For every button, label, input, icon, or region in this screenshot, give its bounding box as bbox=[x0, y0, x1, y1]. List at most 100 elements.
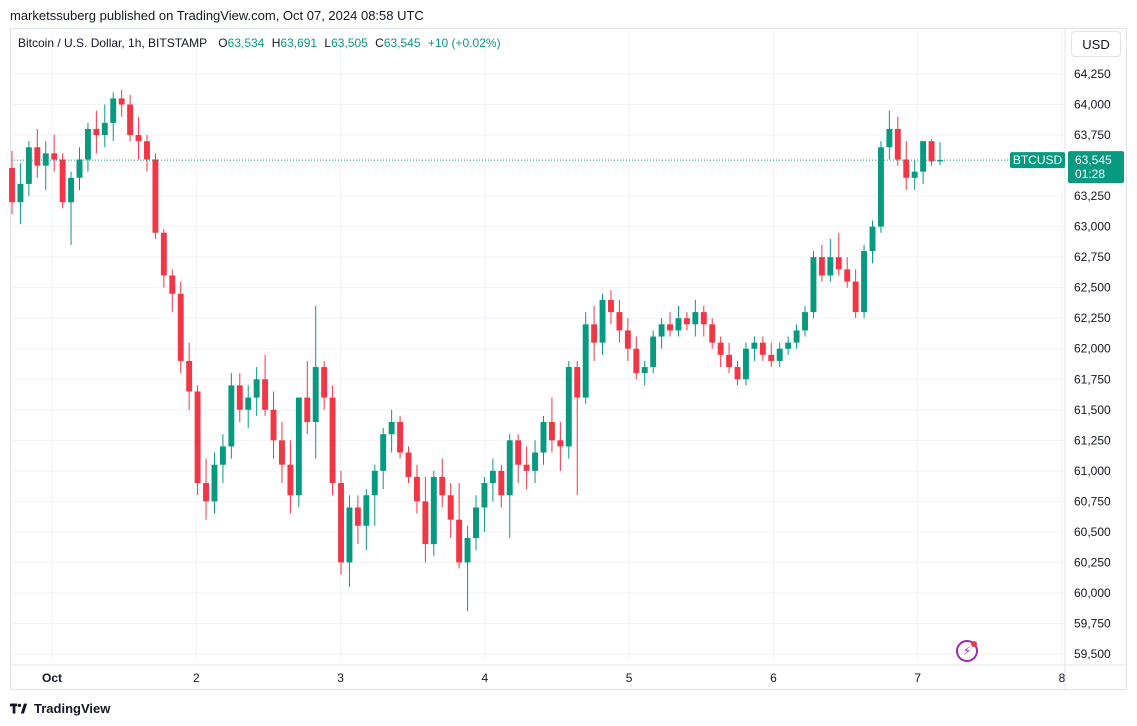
candle-body[interactable] bbox=[363, 495, 370, 526]
candle-body[interactable] bbox=[515, 440, 522, 465]
candle-body[interactable] bbox=[894, 128, 901, 160]
candle-body[interactable] bbox=[692, 312, 699, 325]
candle-body[interactable] bbox=[211, 464, 218, 502]
candle-body[interactable] bbox=[658, 324, 665, 337]
candle-body[interactable] bbox=[844, 269, 851, 282]
candle-body[interactable] bbox=[9, 168, 15, 203]
candle-body[interactable] bbox=[93, 128, 100, 136]
candle-body[interactable] bbox=[498, 470, 505, 496]
candle-body[interactable] bbox=[354, 507, 361, 526]
candle-body[interactable] bbox=[650, 336, 657, 368]
candle-body[interactable] bbox=[506, 440, 513, 496]
candle-body[interactable] bbox=[869, 226, 876, 252]
candle-body[interactable] bbox=[785, 342, 792, 349]
candle-body[interactable] bbox=[877, 147, 884, 227]
candle-body[interactable] bbox=[608, 299, 614, 313]
candle-body[interactable] bbox=[194, 391, 201, 484]
candle-body[interactable] bbox=[219, 446, 226, 465]
candle-body[interactable] bbox=[591, 324, 598, 343]
lightning-alert-icon[interactable]: ⚡ bbox=[956, 640, 978, 662]
candle-body[interactable] bbox=[68, 177, 75, 203]
candle-body[interactable] bbox=[937, 160, 943, 162]
candle-body[interactable] bbox=[599, 299, 606, 343]
candle-body[interactable] bbox=[548, 422, 555, 441]
candle-body[interactable] bbox=[793, 330, 800, 343]
candle-body[interactable] bbox=[203, 483, 209, 502]
candle-body[interactable] bbox=[144, 141, 150, 160]
candle-body[interactable] bbox=[886, 128, 893, 148]
candle-body[interactable] bbox=[734, 367, 741, 380]
candle-body[interactable] bbox=[473, 507, 479, 538]
candle-body[interactable] bbox=[76, 159, 83, 178]
candle-body[interactable] bbox=[270, 409, 277, 441]
candle-body[interactable] bbox=[616, 312, 623, 331]
candle-body[interactable] bbox=[186, 360, 193, 392]
candle-body[interactable] bbox=[110, 98, 117, 123]
candle-body[interactable] bbox=[346, 507, 353, 563]
candle-body[interactable] bbox=[388, 422, 395, 435]
candle-body[interactable] bbox=[25, 147, 32, 184]
candle-body[interactable] bbox=[641, 367, 648, 374]
candle-body[interactable] bbox=[338, 483, 344, 563]
candle-body[interactable] bbox=[557, 440, 564, 447]
candle-body[interactable] bbox=[329, 397, 336, 484]
candle-body[interactable] bbox=[439, 476, 446, 496]
candle-body[interactable] bbox=[422, 501, 429, 545]
candle-body[interactable] bbox=[295, 397, 302, 496]
candle-body[interactable] bbox=[135, 135, 142, 142]
candle-body[interactable] bbox=[312, 367, 319, 422]
candle-body[interactable] bbox=[624, 330, 631, 349]
candle-body[interactable] bbox=[903, 159, 910, 178]
candle-body[interactable] bbox=[371, 470, 378, 496]
candle-body[interactable] bbox=[127, 104, 134, 136]
candle-body[interactable] bbox=[397, 422, 404, 453]
candle-body[interactable] bbox=[700, 312, 707, 325]
candle-body[interactable] bbox=[59, 159, 66, 203]
candle-body[interactable] bbox=[84, 128, 91, 160]
candle-body[interactable] bbox=[810, 257, 817, 313]
candle-body[interactable] bbox=[101, 122, 108, 136]
candle-body[interactable] bbox=[262, 379, 269, 410]
candle-body[interactable] bbox=[667, 324, 673, 331]
candle-body[interactable] bbox=[304, 397, 311, 422]
candle-body[interactable] bbox=[751, 342, 758, 349]
candle-body[interactable] bbox=[236, 385, 243, 410]
candle-body[interactable] bbox=[818, 257, 825, 276]
candle-body[interactable] bbox=[911, 171, 918, 178]
candle-body[interactable] bbox=[776, 348, 783, 361]
candle-body[interactable] bbox=[717, 342, 724, 355]
candle-body[interactable] bbox=[683, 318, 690, 325]
tradingview-brand[interactable]: TradingView bbox=[10, 701, 110, 716]
candle-body[interactable] bbox=[675, 318, 682, 331]
candle-body[interactable] bbox=[34, 147, 41, 166]
currency-button[interactable]: USD bbox=[1071, 31, 1121, 57]
candle-body[interactable] bbox=[540, 422, 547, 453]
candle-body[interactable] bbox=[380, 434, 387, 471]
candle-body[interactable] bbox=[582, 324, 589, 398]
candle-body[interactable] bbox=[321, 367, 328, 398]
candle-body[interactable] bbox=[759, 342, 766, 355]
candle-body[interactable] bbox=[481, 483, 488, 508]
candle-body[interactable] bbox=[456, 519, 463, 563]
candle-body[interactable] bbox=[279, 440, 285, 465]
candle-body[interactable] bbox=[743, 348, 749, 380]
candle-body[interactable] bbox=[532, 452, 539, 471]
candle-body[interactable] bbox=[633, 348, 640, 374]
candle-body[interactable] bbox=[430, 476, 437, 545]
candle-body[interactable] bbox=[802, 312, 808, 331]
candle-body[interactable] bbox=[920, 141, 927, 172]
candle-body[interactable] bbox=[253, 379, 260, 398]
candle-body[interactable] bbox=[709, 324, 716, 343]
candle-body[interactable] bbox=[447, 495, 454, 520]
candle-body[interactable] bbox=[51, 153, 58, 160]
candle-body[interactable] bbox=[287, 464, 294, 496]
candle-body[interactable] bbox=[245, 397, 252, 410]
candle-body[interactable] bbox=[177, 293, 184, 361]
candle-body[interactable] bbox=[118, 98, 125, 105]
candle-body[interactable] bbox=[852, 281, 859, 313]
candle-body[interactable] bbox=[565, 367, 572, 447]
candle-body[interactable] bbox=[827, 257, 834, 276]
candle-body[interactable] bbox=[413, 476, 420, 502]
candle-body[interactable] bbox=[768, 354, 775, 361]
candle-body[interactable] bbox=[160, 232, 167, 276]
